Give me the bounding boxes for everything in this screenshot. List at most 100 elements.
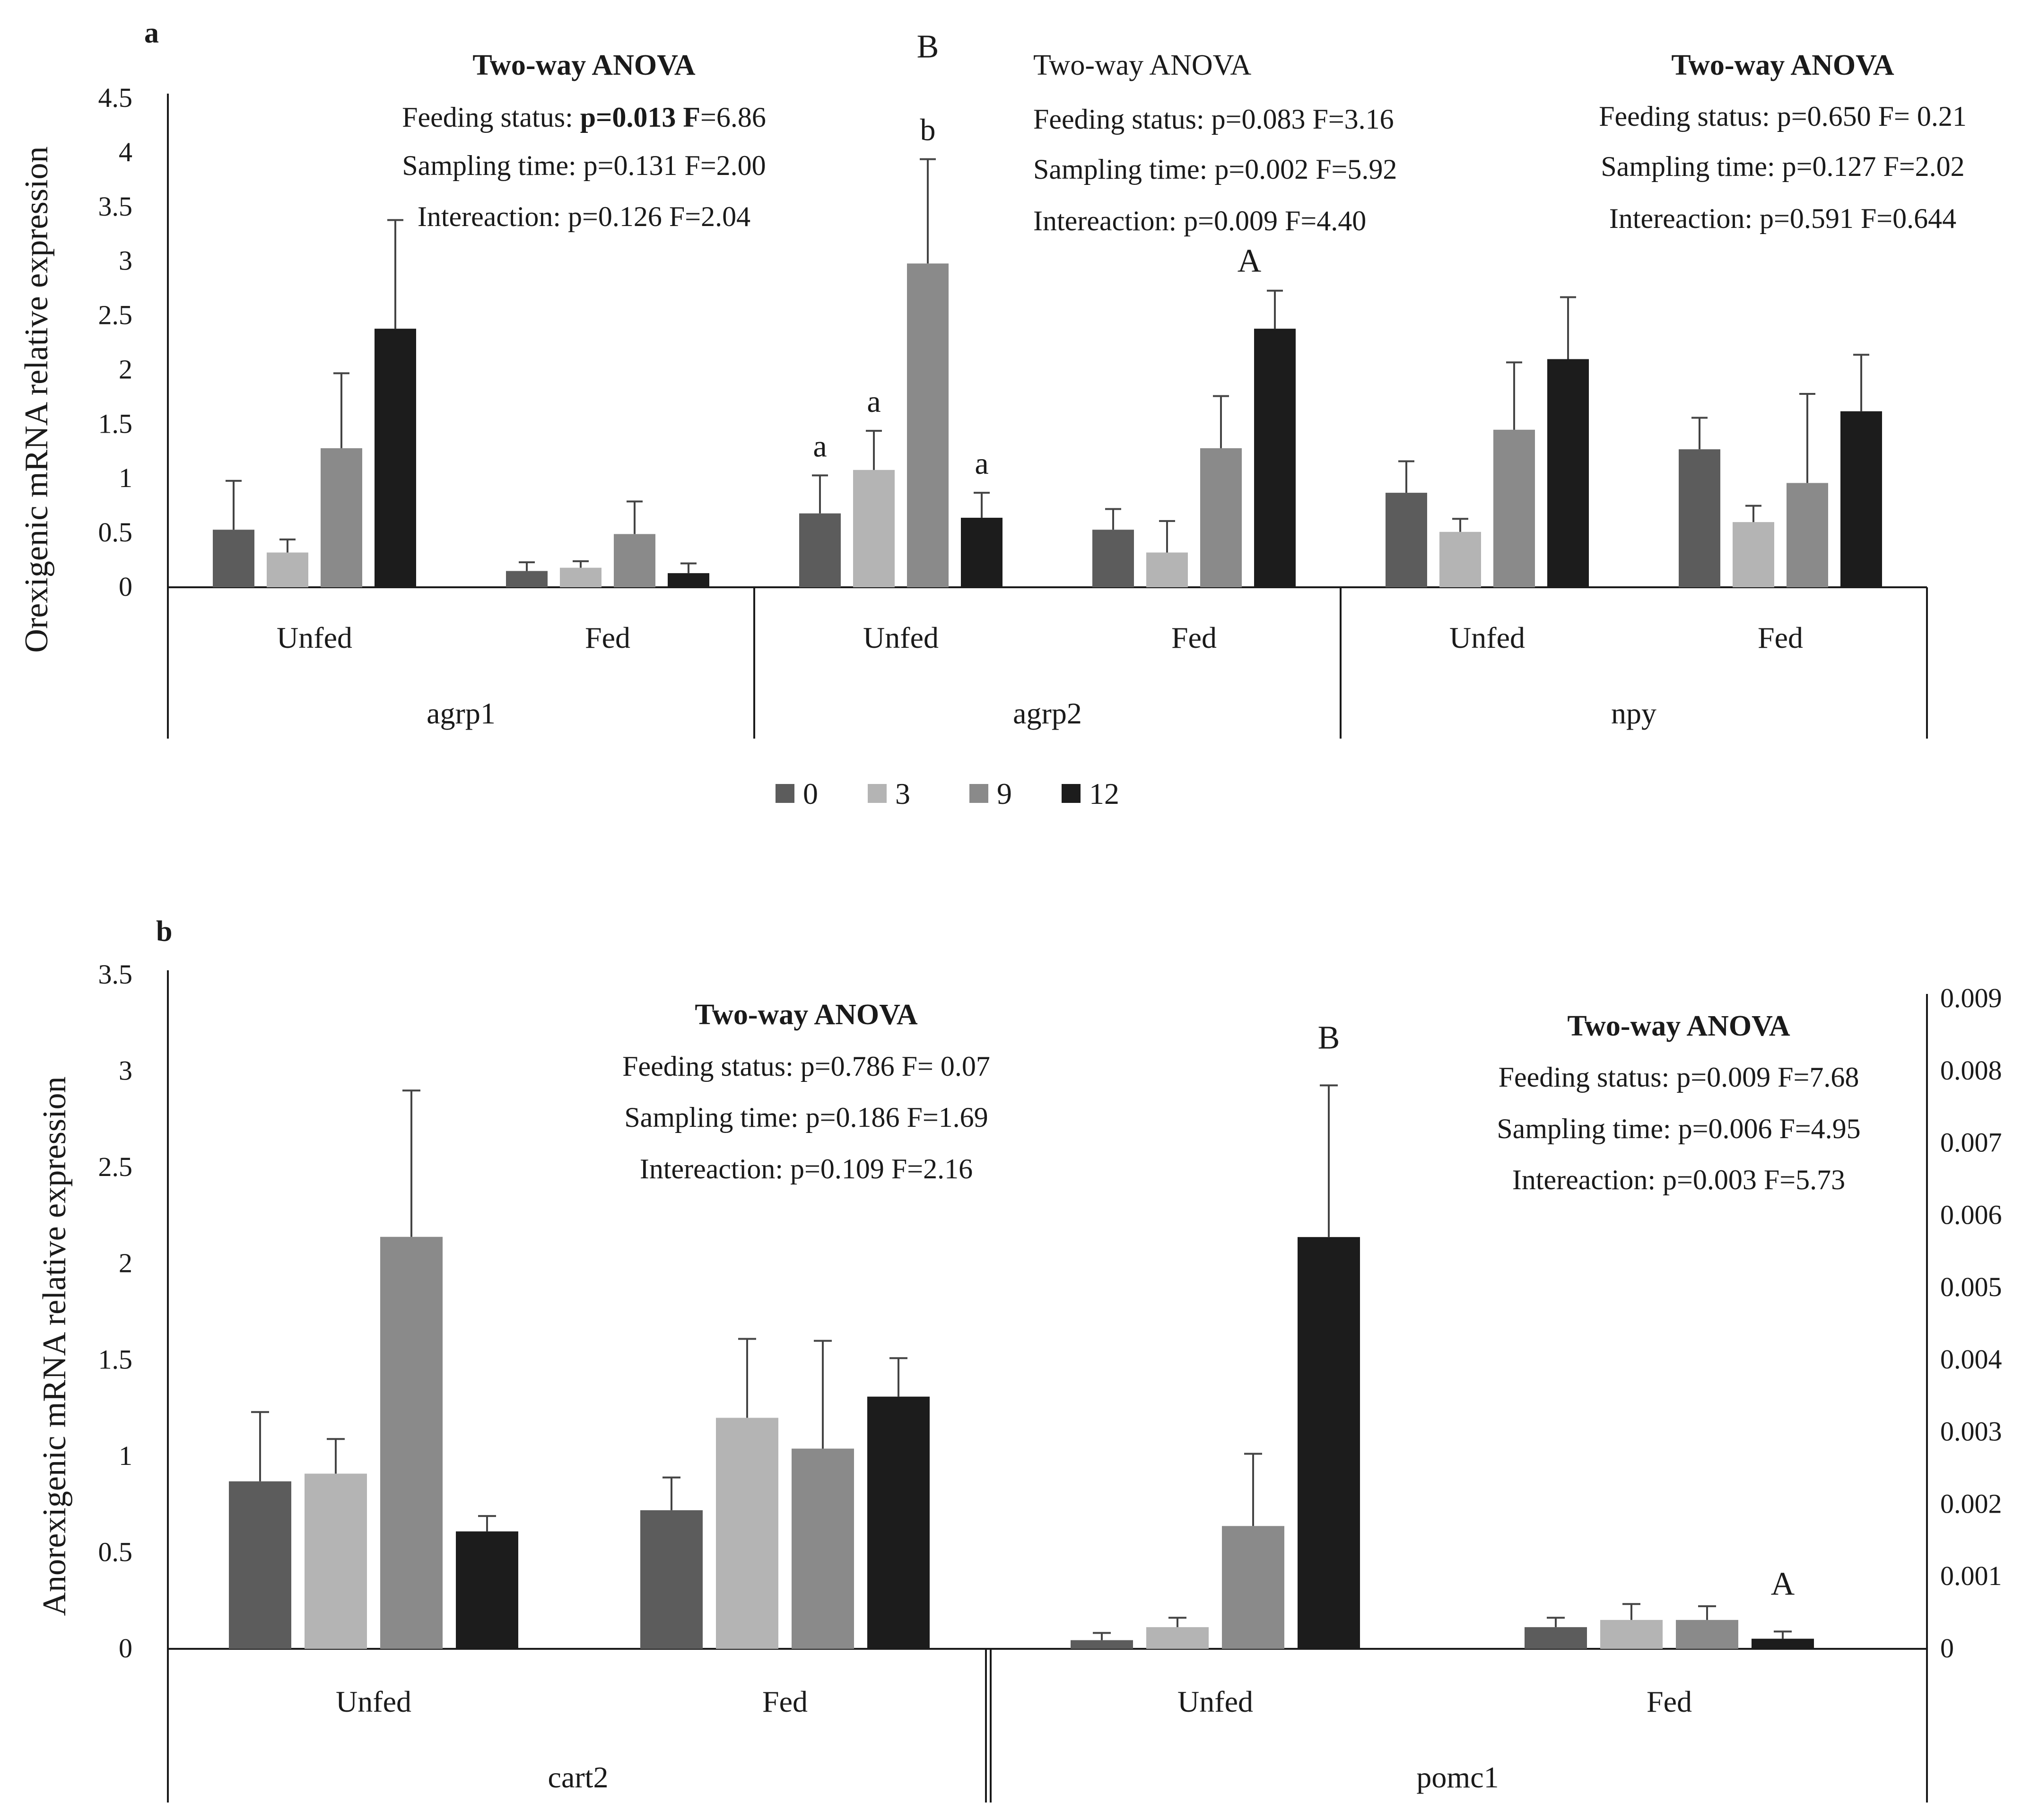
bar (853, 470, 895, 587)
anova-interaction: Intereaction: p=0.003 F=5.73 (1512, 1164, 1845, 1195)
legend-label: 3 (895, 777, 910, 810)
y-tick-label: 2.5 (98, 300, 133, 331)
bar (640, 1510, 703, 1649)
legend-swatch (1062, 784, 1081, 803)
y-tick-label: 4.5 (98, 82, 133, 113)
bar (1840, 411, 1882, 587)
bar (1071, 1640, 1133, 1649)
legend-label: 0 (803, 777, 818, 810)
category-label: Unfed (1177, 1685, 1253, 1718)
y-tick-label: 3 (119, 1055, 132, 1086)
bar (1493, 429, 1535, 587)
group-npy: npy Unfed Fed Two-way ANOVA Feeding status: … (1386, 49, 1967, 730)
panel-b: b 0 0.5 1 1.5 2 2.5 3 3.5 Anorexigenic mRNA rela… (36, 915, 2002, 1803)
y-tick-label: 2 (119, 1248, 132, 1279)
group-significance-letter: A (1238, 243, 1262, 279)
anova-feeding-status: Feeding status: p=0.009 F=7.68 (1499, 1062, 1859, 1093)
y2-tick-label: 0.008 (1940, 1055, 2002, 1086)
panel-label-b: b (156, 915, 172, 948)
bar (506, 571, 548, 587)
bar (961, 517, 1002, 587)
y2-tick-label: 0.009 (1940, 983, 2002, 1013)
bar (1547, 359, 1589, 587)
y2-tick-label: 0.003 (1940, 1416, 2002, 1447)
anova-title: Two-way ANOVA (1567, 1010, 1790, 1042)
bar (560, 567, 601, 587)
gene-label: agrp1 (427, 697, 496, 730)
y-tick-label: 1 (119, 462, 132, 493)
legend: 0 3 9 12 (776, 777, 1119, 810)
anova-feeding-status: Feeding status: p=0.013 F=6.86 (402, 102, 766, 133)
y-tick-label: 4 (119, 137, 132, 167)
category-label: Unfed (1449, 621, 1525, 654)
anova-sampling-time: Sampling time: p=0.186 F=1.69 (624, 1102, 988, 1133)
y-tick-label: 3 (119, 245, 132, 276)
panel-label-a: a (144, 17, 159, 49)
legend-swatch (868, 784, 887, 803)
bar (1752, 1638, 1814, 1649)
y-axis-title: Anorexigenic mRNA relative expression (36, 1076, 73, 1616)
anova-title: Two-way ANOVA (472, 49, 696, 81)
bar (1254, 329, 1296, 587)
significance-letter: a (975, 446, 988, 481)
bar (1146, 552, 1188, 587)
bar (1733, 522, 1774, 587)
y-tick-label: 3.5 (98, 191, 133, 222)
category-label: Unfed (277, 621, 352, 654)
bar (792, 1448, 854, 1649)
anova-feeding-status: Feeding status: p=0.083 F=3.16 (1033, 104, 1394, 135)
y2-tick-label: 0 (1940, 1633, 1954, 1663)
group-significance-letter: B (917, 29, 939, 65)
gene-label: cart2 (548, 1760, 609, 1794)
bar (375, 329, 416, 587)
y2-tick-label: 0.004 (1940, 1344, 2002, 1375)
group-agrp2: agrp2 Unfed a a b a B Fed A Two-way ANOVA Feeding … (799, 29, 1397, 730)
y-tick-label: 0 (119, 1633, 132, 1663)
gene-label: agrp2 (1013, 697, 1082, 730)
panel-a: a 0 0.5 1 1.5 2 2.5 3 3.5 4 4.5 Orexigenic mRNA re… (18, 17, 1967, 739)
category-label: Unfed (863, 621, 939, 654)
bar (799, 513, 841, 587)
group-significance-letter: B (1318, 1019, 1340, 1056)
y2-tick-label: 0.002 (1940, 1488, 2002, 1519)
y-tick-label: 2.5 (98, 1151, 133, 1182)
bar (213, 530, 254, 587)
anova-sampling-time: Sampling time: p=0.131 F=2.00 (402, 150, 766, 181)
gene-label: pomc1 (1416, 1760, 1499, 1794)
y-axis-title: Orexigenic mRNA relative expression (18, 146, 55, 653)
bar (1200, 448, 1242, 587)
bar (305, 1473, 367, 1649)
significance-letter: a (813, 429, 827, 463)
anova-interaction: Intereaction: p=0.126 F=2.04 (418, 201, 750, 232)
group-pomc1: pomc1 Unfed B Fed A Two-way ANOVA Feeding stat… (1071, 1010, 1861, 1794)
bar (1600, 1620, 1663, 1649)
anova-feeding-status: Feeding status: p=0.786 F= 0.07 (622, 1051, 990, 1082)
y-tick-label: 1 (119, 1440, 132, 1471)
bar (907, 263, 949, 587)
y2-tick-label: 0.006 (1940, 1199, 2002, 1230)
bar (867, 1396, 930, 1649)
legend-label: 12 (1089, 777, 1119, 810)
bar (668, 573, 709, 587)
anova-sampling-time: Sampling time: p=0.006 F=4.95 (1497, 1113, 1860, 1144)
anova-feeding-status: Feeding status: p=0.650 F= 0.21 (1599, 101, 1967, 132)
significance-letter: a (867, 384, 880, 419)
legend-swatch (776, 784, 794, 803)
anova-title: Two-way ANOVA (695, 999, 918, 1031)
bar (1146, 1627, 1209, 1649)
legend-swatch (969, 784, 988, 803)
legend-label: 9 (997, 777, 1012, 810)
bar (456, 1531, 518, 1649)
category-label: Unfed (336, 1685, 411, 1718)
category-label: Fed (1758, 621, 1803, 654)
y2-tick-label: 0.001 (1940, 1560, 2002, 1591)
anova-interaction: Intereaction: p=0.591 F=0.644 (1609, 203, 1956, 234)
category-label: Fed (585, 621, 630, 654)
category-label: Fed (1171, 621, 1217, 654)
bar (1222, 1526, 1284, 1649)
category-label: Fed (762, 1685, 808, 1718)
y2-tick-label: 0.007 (1940, 1127, 2002, 1158)
bar (267, 552, 308, 587)
group-significance-letter: A (1771, 1566, 1795, 1602)
bar (1439, 531, 1481, 587)
